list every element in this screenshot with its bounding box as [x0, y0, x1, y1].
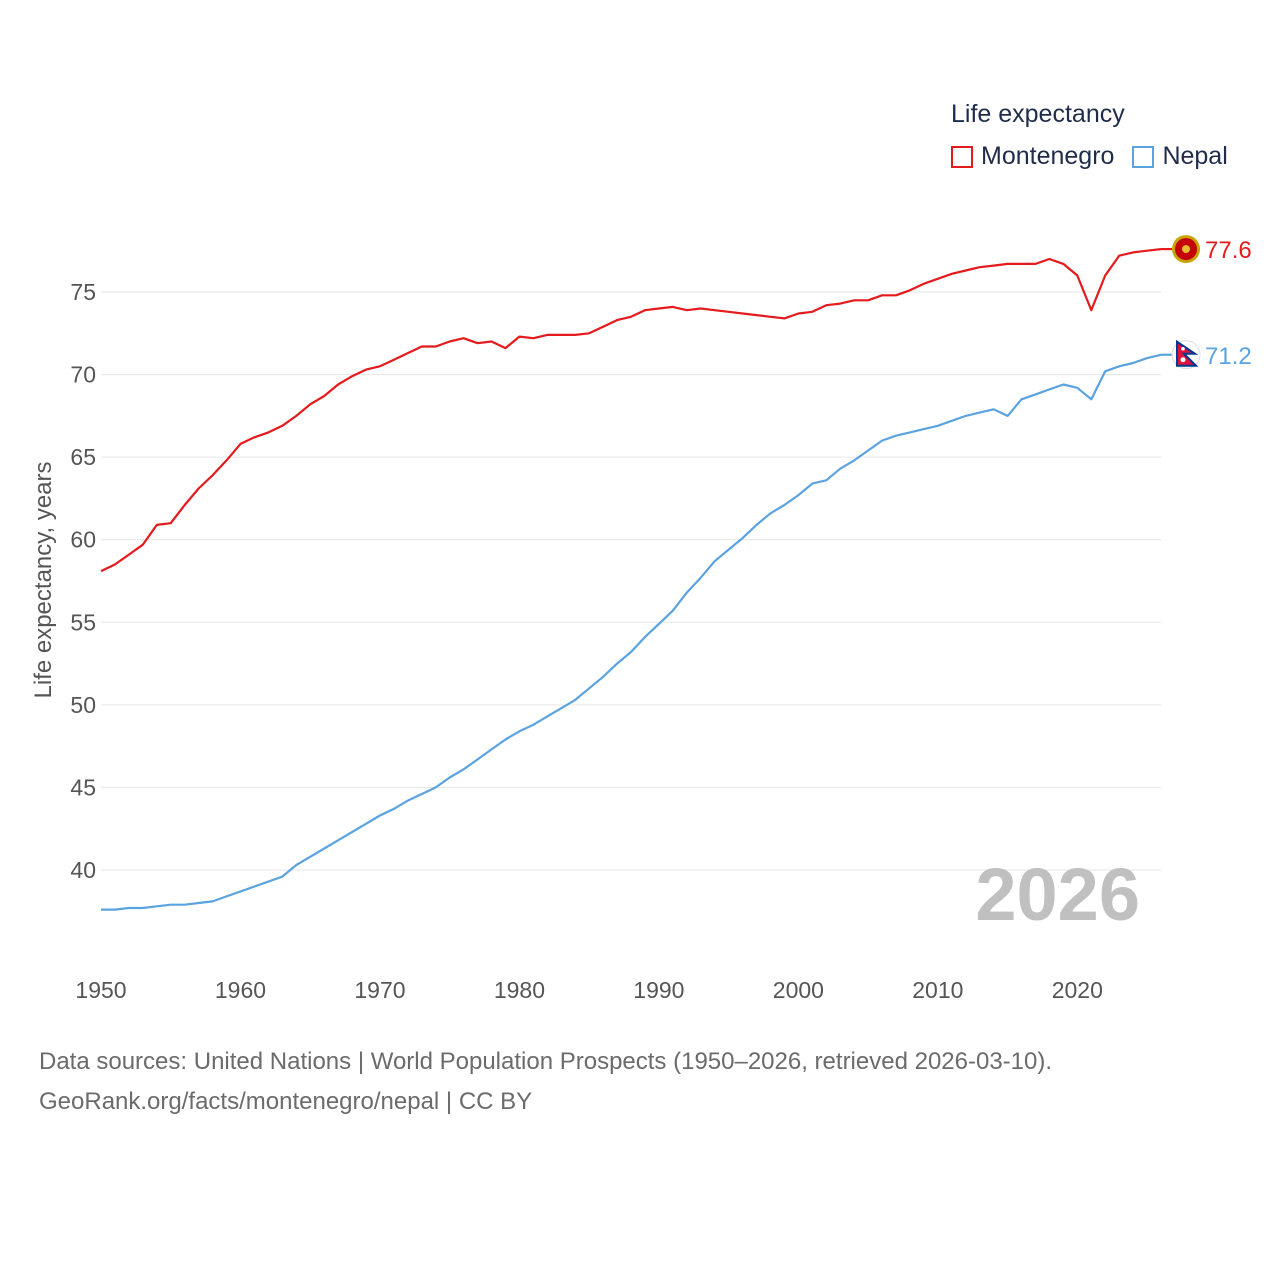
x-tick-label: 2020 [1052, 977, 1103, 1003]
legend: Montenegro Nepal [951, 142, 1246, 171]
y-tick-label: 70 [70, 362, 96, 388]
y-tick-label: 50 [70, 692, 96, 718]
x-tick-label: 1990 [633, 977, 684, 1003]
y-axis-label: Life expectancy, years [30, 461, 57, 698]
x-tick-label: 2010 [912, 977, 963, 1003]
end-label-montenegro: 77.6 [1205, 237, 1252, 264]
flag-icon-nepal [1171, 339, 1201, 370]
series-line-montenegro [100, 248, 1162, 573]
end-markers: 77.6 71.2 [1161, 235, 1252, 370]
legend-title: Life expectancy [951, 100, 1125, 128]
y-tick-label: 55 [70, 609, 96, 635]
series-lines [100, 248, 1162, 911]
flag-moon [1181, 346, 1185, 351]
source-line-1: Data sources: United Nations | World Pop… [39, 1048, 1053, 1075]
legend-label-montenegro: Montenegro [981, 142, 1115, 170]
flag-emblem [1182, 245, 1190, 254]
y-tick-label: 45 [70, 774, 96, 800]
x-axis-ticks: 1950 1960 1970 1980 1990 2000 2010 2020 [75, 977, 1102, 1003]
flag-icon-montenegro [1172, 235, 1200, 264]
y-tick-label: 65 [70, 444, 96, 470]
series-line-nepal [101, 353, 1162, 911]
legend-item-nepal[interactable]: Nepal [1132, 142, 1228, 171]
source-note: Data sources: United Nations | World Pop… [39, 1042, 1052, 1122]
x-tick-label: 1980 [494, 977, 545, 1003]
y-axis-ticks: 40 45 50 55 60 65 70 75 [70, 279, 96, 883]
x-tick-label: 2000 [773, 977, 824, 1003]
legend-swatch-nepal [1132, 145, 1155, 168]
x-tick-label: 1950 [75, 977, 126, 1003]
x-tick-label: 1960 [215, 977, 266, 1003]
y-tick-label: 60 [70, 527, 96, 553]
y-tick-label: 40 [70, 857, 96, 883]
legend-swatch-montenegro [951, 145, 973, 168]
flag-sun [1180, 357, 1186, 363]
end-label-nepal: 71.2 [1205, 343, 1252, 370]
x-tick-label: 1970 [354, 977, 405, 1003]
legend-label-nepal: Nepal [1162, 142, 1228, 170]
grid-lines [101, 291, 1161, 871]
year-watermark: 2026 [975, 853, 1140, 936]
legend-item-montenegro[interactable]: Montenegro [951, 142, 1114, 171]
y-tick-label: 75 [70, 279, 96, 305]
source-line-2[interactable]: GeoRank.org/facts/montenegro/nepal | CC … [39, 1088, 533, 1115]
